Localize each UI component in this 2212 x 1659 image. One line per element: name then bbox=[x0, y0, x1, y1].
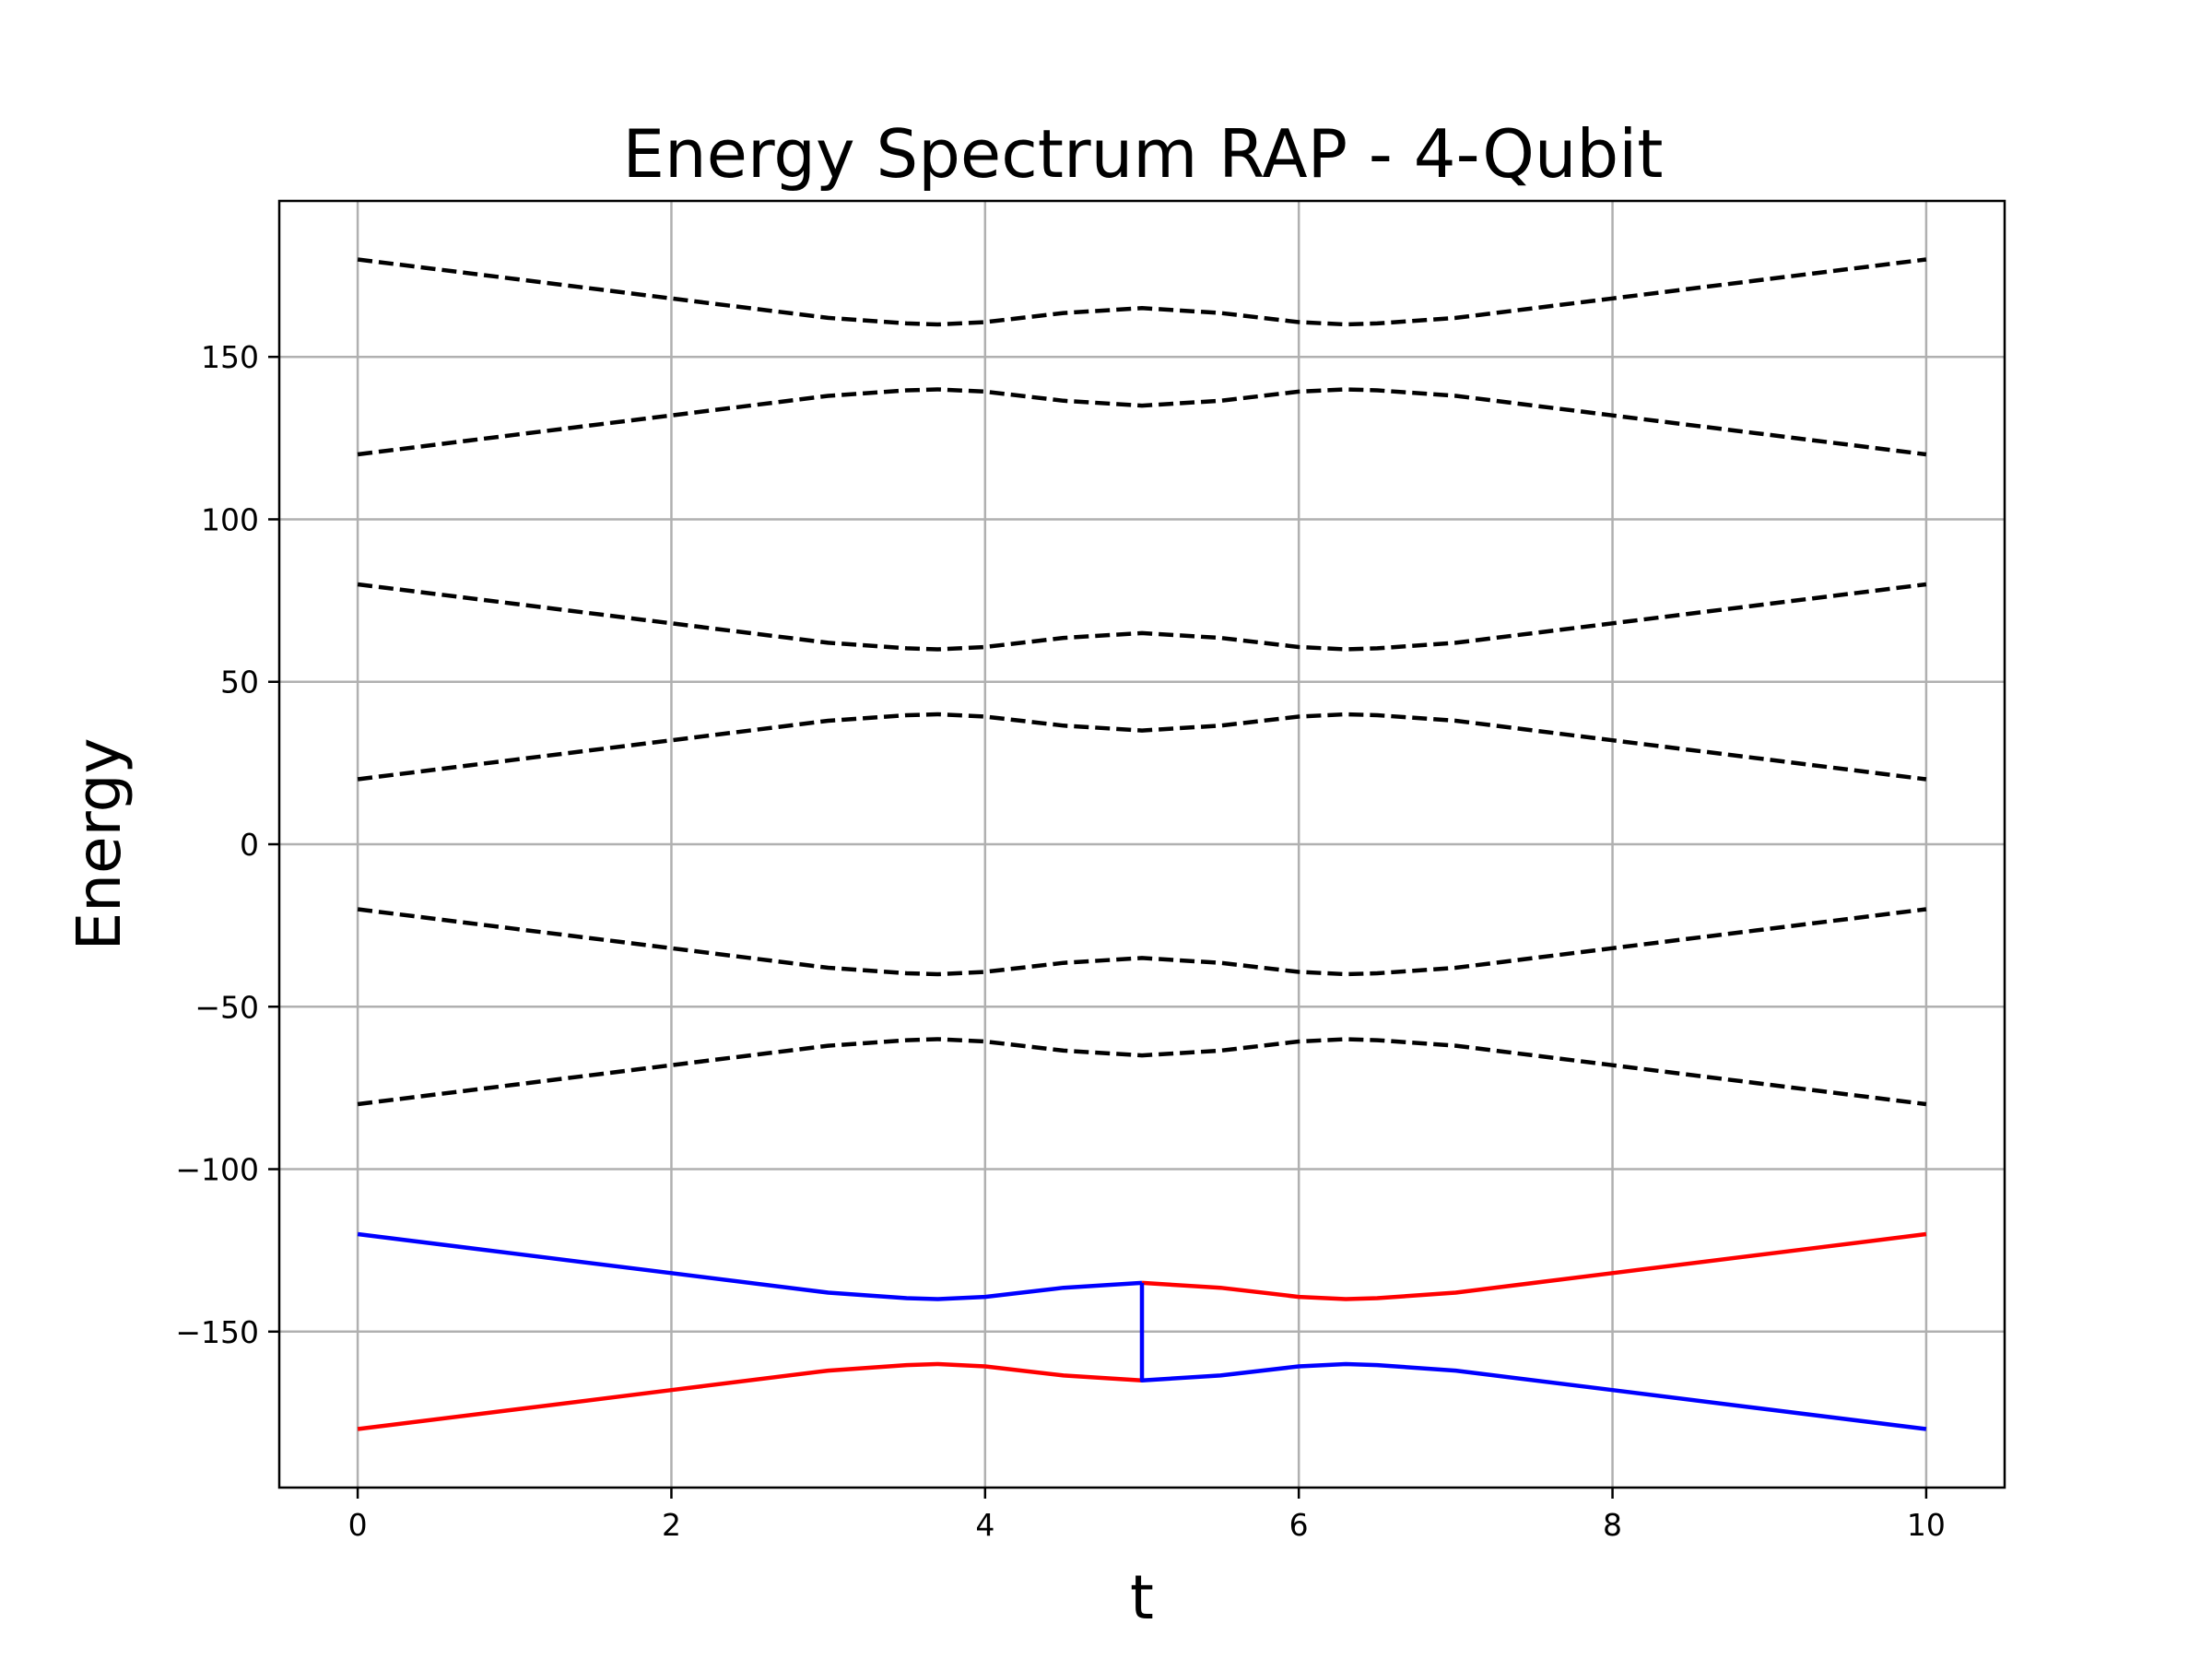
chart-title: Energy Spectrum RAP - 4-Qubit bbox=[623, 115, 1664, 193]
series-line-4 bbox=[357, 712, 1927, 782]
y-axis-label: Energy bbox=[64, 737, 135, 950]
series-line-3 bbox=[357, 582, 1927, 652]
series-line-6 bbox=[357, 1037, 1927, 1107]
y-tick-label: −100 bbox=[175, 1152, 259, 1188]
series-line-2 bbox=[357, 387, 1927, 457]
series-line-10 bbox=[1139, 1282, 1927, 1431]
series-line-7 bbox=[357, 1231, 1143, 1301]
grid bbox=[279, 201, 2005, 1488]
series-line-9 bbox=[357, 1361, 1143, 1431]
y-tick-label: 100 bbox=[201, 501, 259, 537]
y-tick-label: −150 bbox=[175, 1314, 259, 1350]
y-axis: −150 −100 −50 0 50 100 150 bbox=[175, 339, 279, 1350]
series-line-8 bbox=[1141, 1231, 1927, 1301]
y-tick-label: 0 bbox=[240, 827, 259, 863]
y-tick-label: 50 bbox=[220, 665, 259, 700]
x-axis-label: t bbox=[1130, 1562, 1154, 1633]
x-tick-label: 6 bbox=[1289, 1507, 1309, 1543]
y-tick-label: −50 bbox=[194, 989, 259, 1025]
x-tick-label: 0 bbox=[348, 1507, 368, 1543]
x-tick-label: 2 bbox=[662, 1507, 681, 1543]
x-axis: 0 2 4 6 8 10 bbox=[348, 1488, 1946, 1543]
x-tick-label: 8 bbox=[1603, 1507, 1622, 1543]
series-line-1 bbox=[357, 257, 1927, 327]
series-group bbox=[357, 257, 1927, 1431]
series-line-5 bbox=[357, 907, 1927, 977]
x-tick-label: 4 bbox=[975, 1507, 994, 1543]
x-tick-label: 10 bbox=[1907, 1507, 1946, 1543]
y-tick-label: 150 bbox=[201, 339, 259, 375]
